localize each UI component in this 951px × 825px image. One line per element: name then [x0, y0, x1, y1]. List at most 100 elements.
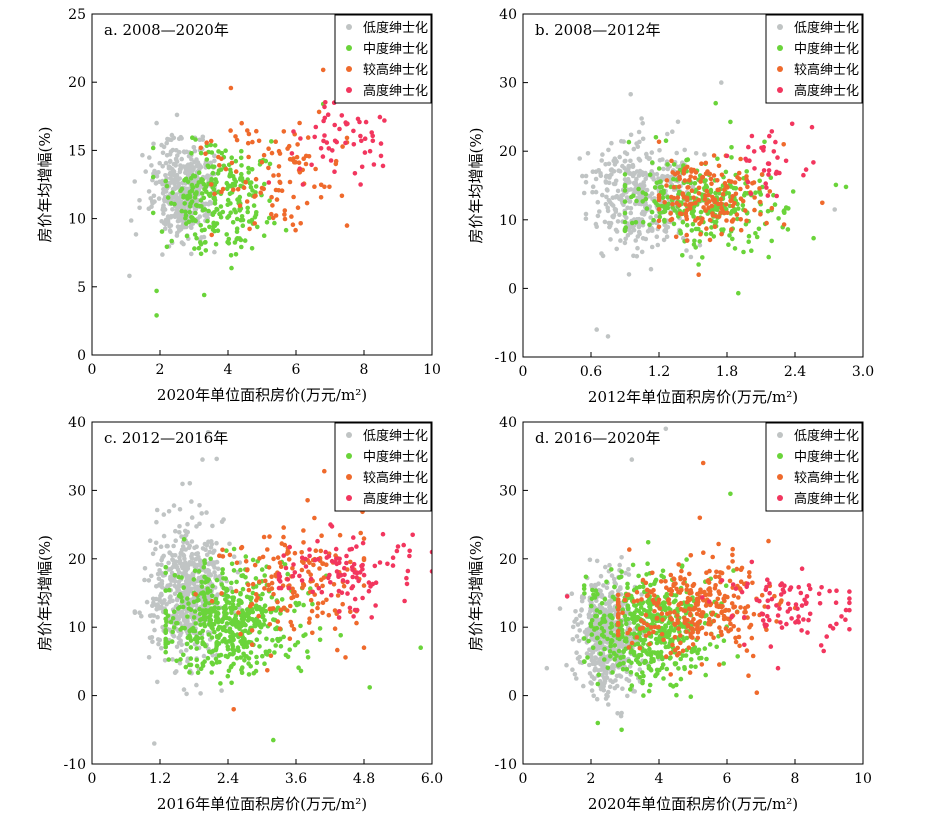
data-point: [219, 619, 225, 625]
data-point: [266, 146, 271, 151]
data-point: [163, 649, 168, 655]
data-point: [704, 613, 709, 618]
data-point: [597, 621, 603, 627]
data-point: [765, 193, 771, 198]
data-point: [799, 603, 805, 608]
data-point: [594, 608, 600, 613]
x-tick-label: 10: [854, 771, 872, 787]
data-point: [782, 210, 787, 215]
data-point: [184, 575, 189, 580]
data-point: [291, 129, 296, 134]
data-point: [174, 621, 179, 626]
data-point: [651, 629, 656, 635]
data-point: [164, 183, 170, 189]
data-point: [634, 635, 640, 640]
data-point: [647, 682, 653, 688]
data-point: [746, 239, 751, 244]
data-point: [298, 668, 304, 674]
data-point: [165, 195, 171, 200]
data-point: [735, 654, 740, 659]
data-point: [660, 568, 666, 574]
data-point: [206, 632, 212, 637]
data-point: [174, 564, 180, 570]
data-point: [774, 619, 779, 624]
data-point: [179, 642, 184, 647]
data-point: [338, 572, 344, 578]
data-point: [789, 616, 794, 621]
data-point: [319, 533, 324, 538]
data-point: [204, 140, 209, 145]
data-point: [650, 570, 655, 576]
legend-label: 中度绅士化: [363, 41, 428, 57]
data-point: [728, 627, 734, 632]
data-point: [648, 625, 654, 630]
point-layer: [132, 430, 432, 746]
data-point: [588, 680, 593, 685]
data-point: [322, 133, 327, 138]
data-point: [209, 593, 215, 599]
data-point: [194, 157, 199, 162]
data-point: [327, 184, 332, 190]
data-point: [719, 172, 725, 178]
data-point: [225, 639, 231, 644]
data-point: [684, 599, 690, 605]
data-point: [357, 119, 362, 125]
data-point: [742, 615, 747, 620]
data-point: [620, 686, 625, 691]
data-point: [217, 553, 222, 558]
data-point: [614, 246, 619, 252]
data-point: [178, 163, 183, 168]
data-point: [172, 591, 178, 597]
data-point: [227, 600, 232, 606]
data-point: [219, 582, 224, 587]
data-point: [737, 176, 742, 182]
data-point: [796, 584, 801, 590]
data-point: [253, 128, 259, 134]
data-point: [670, 170, 675, 175]
data-point: [244, 199, 250, 204]
data-point: [773, 139, 778, 145]
legend-marker: [777, 45, 783, 51]
data-point: [203, 610, 209, 615]
data-point: [187, 670, 192, 675]
data-point: [177, 530, 182, 535]
data-point: [350, 574, 356, 580]
data-point: [668, 655, 673, 660]
data-point: [201, 292, 207, 298]
y-tick-label: 10: [499, 213, 517, 229]
data-point: [285, 608, 290, 613]
data-point: [700, 175, 705, 180]
data-point: [368, 584, 373, 589]
data-point: [151, 613, 157, 618]
data-point: [653, 651, 659, 656]
data-point: [619, 641, 625, 647]
data-point: [597, 209, 602, 214]
data-point: [177, 195, 182, 201]
data-point: [290, 566, 295, 571]
x-tick-label: 10: [423, 362, 441, 378]
data-point: [286, 550, 291, 555]
data-point: [626, 567, 631, 572]
data-point: [209, 635, 215, 640]
legend-marker: [346, 453, 352, 459]
data-point: [596, 672, 602, 678]
data-point: [750, 653, 756, 659]
data-point: [187, 209, 192, 215]
data-point: [785, 609, 791, 614]
data-point: [189, 163, 194, 168]
y-tick-label: 40: [68, 415, 86, 431]
data-point: [265, 652, 270, 657]
legend-marker: [346, 66, 352, 72]
data-point: [253, 176, 259, 182]
data-point: [163, 616, 168, 622]
data-point: [228, 85, 234, 91]
data-point: [231, 632, 237, 638]
data-point: [622, 172, 628, 177]
data-point: [684, 216, 690, 222]
data-point: [200, 137, 205, 142]
data-point: [804, 594, 810, 599]
data-point: [194, 524, 199, 529]
data-point: [160, 252, 165, 257]
data-point: [748, 191, 754, 196]
data-point: [622, 210, 628, 216]
